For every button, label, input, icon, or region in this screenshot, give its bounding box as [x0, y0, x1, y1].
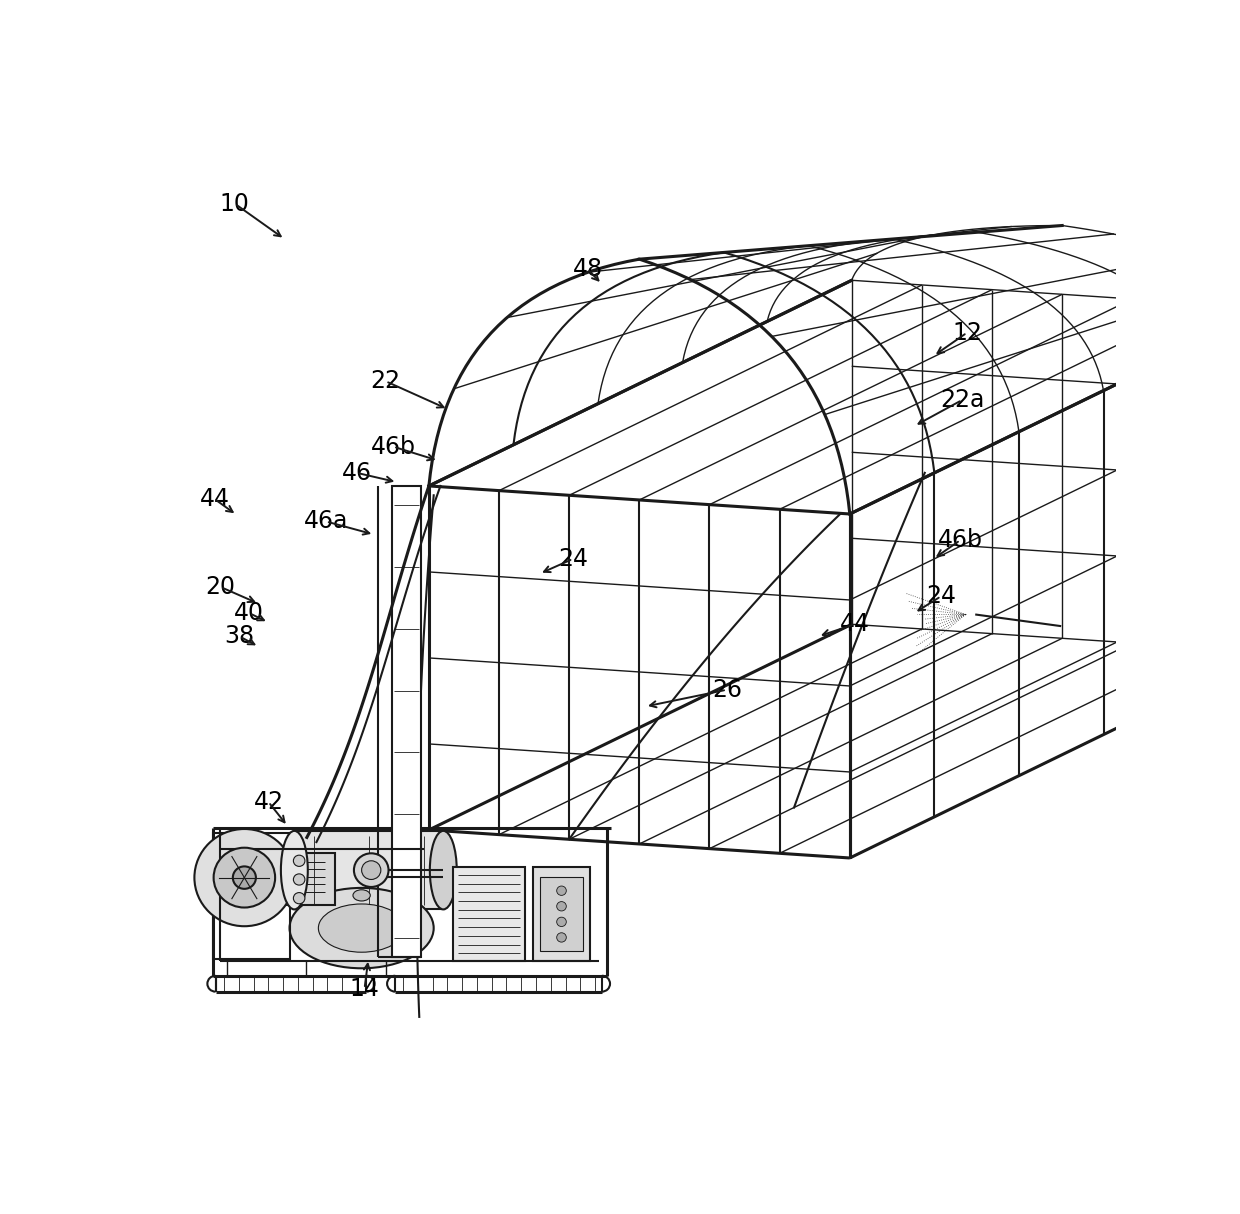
Text: 10: 10	[219, 192, 249, 216]
Circle shape	[294, 874, 305, 885]
Text: 12: 12	[952, 320, 982, 345]
Circle shape	[362, 861, 381, 879]
Ellipse shape	[290, 887, 434, 969]
Text: 24: 24	[926, 584, 956, 608]
Ellipse shape	[281, 830, 308, 909]
Text: 22a: 22a	[940, 388, 985, 412]
Ellipse shape	[353, 890, 371, 901]
Text: 42: 42	[253, 790, 284, 813]
Circle shape	[557, 918, 567, 926]
Circle shape	[294, 855, 305, 867]
Ellipse shape	[430, 830, 456, 909]
FancyBboxPatch shape	[533, 867, 590, 960]
Text: 44: 44	[200, 487, 229, 511]
Text: 24: 24	[558, 546, 588, 571]
Circle shape	[353, 853, 388, 887]
Circle shape	[294, 892, 305, 903]
Text: 40: 40	[234, 601, 264, 625]
FancyBboxPatch shape	[453, 867, 525, 960]
Text: 46b: 46b	[371, 435, 415, 459]
Circle shape	[557, 902, 567, 910]
Text: 22: 22	[371, 369, 401, 393]
Text: 38: 38	[224, 624, 254, 648]
Circle shape	[213, 847, 275, 908]
FancyBboxPatch shape	[541, 877, 583, 952]
Circle shape	[557, 886, 567, 896]
Text: 46: 46	[342, 461, 372, 484]
Text: 26: 26	[712, 677, 742, 702]
FancyBboxPatch shape	[294, 830, 444, 909]
FancyBboxPatch shape	[286, 853, 335, 904]
Text: 44: 44	[839, 612, 869, 636]
Circle shape	[557, 932, 567, 942]
Text: 46a: 46a	[304, 510, 348, 533]
Text: 20: 20	[206, 575, 236, 599]
FancyBboxPatch shape	[392, 486, 422, 957]
Text: 48: 48	[573, 257, 603, 282]
Text: 46b: 46b	[937, 528, 983, 552]
Text: 14: 14	[350, 977, 379, 1000]
Ellipse shape	[319, 904, 405, 952]
Circle shape	[233, 867, 255, 889]
Circle shape	[195, 829, 294, 926]
